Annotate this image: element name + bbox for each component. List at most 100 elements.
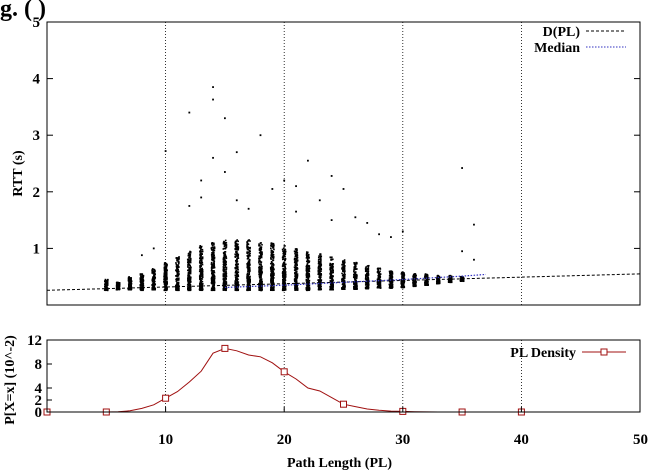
scatter-point [224, 283, 227, 285]
scatter-point [282, 252, 285, 255]
scatter-point [307, 278, 309, 281]
scatter-point [176, 282, 178, 284]
scatter-point [283, 283, 286, 286]
scatter-point [176, 259, 178, 261]
scatter-point [305, 278, 308, 281]
scatter-point [294, 272, 296, 275]
scatter-point [152, 288, 155, 290]
scatter-point [353, 271, 356, 274]
density-y-axis-label: P[X=x] (10^-2) [3, 335, 18, 425]
scatter-point [365, 285, 368, 288]
scatter-point [261, 272, 263, 274]
scatter-point [118, 285, 120, 288]
scatter-point [307, 275, 309, 277]
scatter-point [354, 271, 357, 273]
scatter-point [296, 284, 299, 287]
scatter-point [177, 275, 179, 277]
scatter-point [222, 267, 225, 269]
scatter-point [413, 282, 415, 285]
scatter-point [295, 257, 298, 260]
scatter-point [284, 285, 287, 288]
scatter-point [367, 286, 370, 289]
scatter-point [414, 285, 416, 287]
scatter-point [319, 282, 322, 285]
scatter-point [273, 248, 275, 251]
scatter-point [225, 287, 227, 289]
scatter-point [225, 288, 227, 291]
scatter-point [379, 267, 381, 270]
scatter-point [294, 263, 297, 265]
scatter-point [308, 256, 310, 259]
scatter-point [258, 255, 261, 258]
scatter-point [343, 260, 345, 262]
scatter-point [248, 273, 251, 276]
scatter-point [130, 288, 132, 291]
scatter-point [235, 245, 238, 248]
scatter-point [225, 261, 228, 263]
scatter-point [414, 275, 417, 278]
scatter-point [163, 272, 166, 274]
scatter-point [189, 261, 192, 264]
scatter-point [247, 252, 249, 255]
scatter-point [320, 268, 323, 271]
scatter-point [178, 262, 180, 265]
scatter-point [331, 256, 333, 259]
scatter-point [367, 268, 370, 271]
scatter-point [295, 248, 298, 250]
scatter-point [165, 288, 168, 291]
scatter-point [223, 288, 225, 291]
scatter-point [151, 268, 154, 270]
scatter-point [166, 264, 168, 266]
scatter-point [199, 253, 201, 256]
scatter-point [140, 276, 143, 279]
scatter-point [247, 268, 249, 271]
scatter-outlier [140, 254, 143, 257]
scatter-point [151, 271, 154, 274]
scatter-point [364, 287, 367, 290]
scatter-point [284, 263, 287, 266]
scatter-point [248, 259, 251, 262]
scatter-point [460, 278, 462, 281]
scatter-outlier [330, 219, 333, 221]
scatter-point [237, 247, 240, 250]
scatter-point [354, 275, 357, 277]
legend-pl-density-label: PL Density [510, 346, 576, 361]
scatter-point [282, 263, 284, 265]
scatter-point [213, 276, 216, 278]
scatter-point [163, 281, 166, 284]
scatter-point [175, 288, 178, 291]
scatter-point [308, 265, 311, 268]
scatter-point [246, 252, 249, 254]
scatter-point [308, 279, 311, 282]
scatter-point [186, 284, 189, 286]
scatter-point [353, 282, 355, 285]
bottom-xtick-label: 10 [158, 432, 173, 448]
scatter-point [294, 260, 297, 262]
bottom-x-ticks: 10 20 30 40 50 [158, 407, 648, 448]
scatter-point [189, 251, 192, 253]
scatter-point [296, 256, 299, 259]
scatter-column-18 [258, 242, 263, 292]
scatter-point [343, 288, 346, 290]
scatter-point [353, 270, 355, 273]
scatter-point [165, 283, 168, 286]
scatter-point [236, 273, 239, 275]
scatter-point [235, 263, 238, 265]
scatter-point [307, 272, 309, 275]
scatter-point [237, 281, 240, 283]
scatter-point [308, 270, 311, 273]
scatter-point [200, 260, 203, 263]
scatter-point [273, 285, 275, 288]
rtt-y-axis-label: RTT (s) [11, 150, 26, 197]
scatter-point [342, 277, 344, 280]
scatter-point [341, 275, 344, 277]
scatter-point [234, 285, 237, 287]
scatter-point [224, 280, 227, 282]
scatter-point [199, 288, 202, 290]
scatter-point [213, 254, 216, 256]
scatter-point [260, 289, 263, 292]
scatter-point [187, 282, 190, 285]
scatter-point [295, 266, 298, 269]
scatter-point [272, 277, 275, 279]
scatter-point [213, 244, 215, 246]
